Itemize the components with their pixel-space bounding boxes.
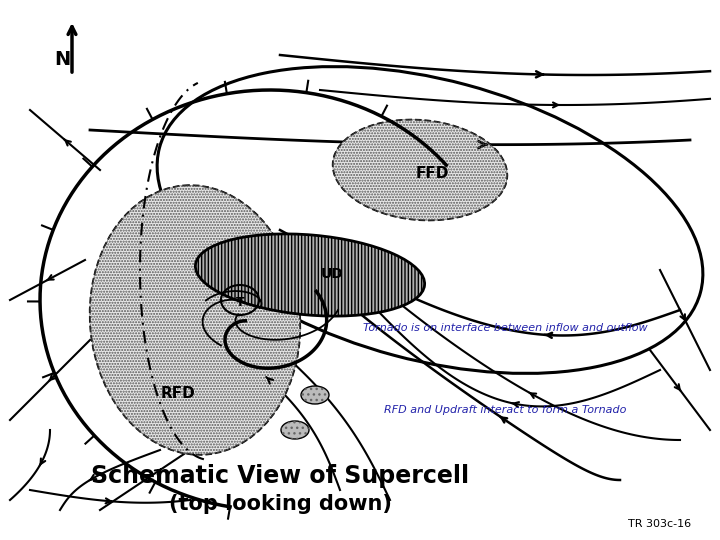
Text: Schematic View of Supercell: Schematic View of Supercell <box>91 464 469 488</box>
Text: FFD: FFD <box>415 165 449 180</box>
Text: Tornado is on interface between inflow and outflow: Tornado is on interface between inflow a… <box>363 323 647 333</box>
Ellipse shape <box>333 119 508 220</box>
Text: RFD and Updraft interact to form a Tornado: RFD and Updraft interact to form a Torna… <box>384 405 626 415</box>
Ellipse shape <box>195 234 425 316</box>
Text: UD: UD <box>320 267 343 281</box>
Text: T: T <box>235 295 244 308</box>
Ellipse shape <box>90 185 300 455</box>
Text: TR 303c-16: TR 303c-16 <box>629 519 692 529</box>
Ellipse shape <box>281 421 309 439</box>
Text: RFD: RFD <box>161 386 195 401</box>
Text: N: N <box>54 50 71 69</box>
Ellipse shape <box>301 386 329 404</box>
Text: (top looking down): (top looking down) <box>168 494 392 514</box>
